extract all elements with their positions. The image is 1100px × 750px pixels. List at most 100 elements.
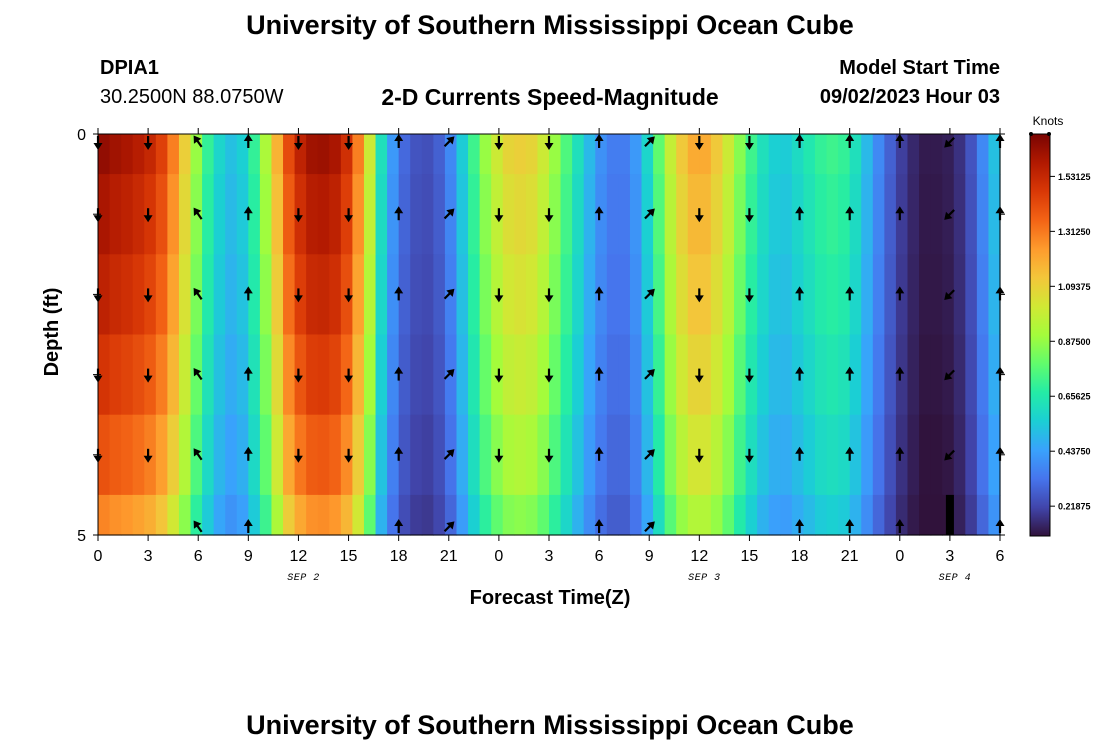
heatmap-cell: [780, 134, 793, 175]
heatmap-cell: [248, 174, 261, 255]
heatmap-cell: [606, 334, 619, 416]
current-arrow: [344, 448, 354, 463]
heatmap-cell: [953, 174, 966, 255]
heatmap-cell: [953, 334, 966, 416]
heatmap-cell: [317, 174, 330, 255]
heatmap-cell: [838, 334, 851, 416]
heatmap-cell: [560, 174, 573, 255]
heatmap-cell: [618, 334, 631, 416]
heatmap-cell: [814, 494, 828, 536]
heatmap-cell: [606, 414, 619, 496]
heatmap-cell: [803, 414, 816, 496]
current-arrow: [594, 134, 604, 148]
heatmap-cell: [861, 174, 874, 255]
x-tick-label: 0: [895, 548, 904, 565]
heatmap-cell: [872, 414, 885, 496]
heatmap-cell: [988, 334, 1001, 416]
heatmap-cell: [838, 174, 851, 255]
heatmap-cell: [433, 334, 446, 416]
heatmap-cell: [329, 134, 342, 175]
heatmap-cell: [849, 174, 862, 255]
heatmap-cell: [259, 254, 273, 336]
current-arrow: [694, 288, 704, 303]
heatmap-cell: [248, 134, 261, 175]
heatmap-cell: [745, 414, 758, 496]
heatmap-cell: [814, 414, 828, 496]
heatmap-cell: [734, 174, 747, 255]
heatmap-cell: [907, 334, 920, 416]
heatmap-cell: [757, 494, 770, 536]
heatmap-cell: [109, 494, 122, 536]
current-arrow: [594, 286, 604, 301]
heatmap-cell: [363, 414, 377, 496]
heatmap-cell: [190, 254, 203, 336]
heatmap-cell: [259, 494, 273, 536]
heatmap-cell: [803, 174, 816, 255]
heatmap-cell: [953, 494, 966, 536]
heatmap-cell: [549, 414, 562, 496]
heatmap-cell: [583, 494, 596, 536]
heatmap-cell: [236, 334, 249, 416]
current-arrow: [694, 368, 704, 383]
heatmap-cell: [329, 334, 342, 416]
heatmap-cell: [907, 254, 920, 336]
heatmap-cell: [317, 414, 330, 496]
current-arrow: [744, 208, 754, 223]
heatmap-cell: [132, 174, 145, 255]
x-tick-label: 15: [340, 548, 358, 565]
current-arrow: [494, 208, 504, 223]
heatmap-cell: [710, 414, 724, 496]
heatmap-cell: [398, 334, 411, 416]
heatmap-cell: [294, 494, 307, 536]
heatmap-cell: [109, 254, 122, 336]
current-arrow: [143, 288, 153, 303]
heatmap-cell: [722, 334, 735, 416]
heatmap-cell: [710, 334, 724, 416]
heatmap-cell: [456, 254, 469, 336]
x-tick-label: 6: [996, 548, 1005, 565]
heatmap-cell: [572, 494, 585, 536]
heatmap-cell: [710, 254, 724, 336]
heatmap-cell: [572, 174, 585, 255]
current-arrow: [293, 288, 303, 303]
heatmap-cell: [664, 134, 677, 175]
heatmap-cell: [502, 174, 515, 255]
heatmap-cell: [98, 174, 111, 255]
current-arrow: [494, 448, 504, 463]
current-arrow: [944, 289, 955, 301]
heatmap-cell: [387, 334, 400, 416]
heatmap-cell: [410, 134, 423, 175]
current-arrow: [944, 449, 955, 461]
heatmap-cell: [583, 174, 596, 255]
heatmap-cell: [144, 134, 157, 175]
heatmap-cell: [780, 494, 793, 536]
colorbar-tick-label: 1.31250: [1058, 227, 1091, 237]
x-tick-label: 6: [595, 548, 604, 565]
heatmap-cell: [225, 494, 238, 536]
heatmap-cell: [849, 334, 862, 416]
heatmap-cell: [895, 494, 909, 536]
heatmap-cell: [421, 254, 434, 336]
heatmap-cell: [849, 414, 862, 496]
colorbar-cap-top: [1029, 132, 1033, 136]
current-arrow: [694, 136, 704, 150]
heatmap-cell: [734, 494, 747, 536]
heatmap-cell: [514, 334, 527, 416]
current-arrow: [293, 368, 303, 383]
heatmap-cell: [930, 414, 943, 496]
heatmap-cell: [444, 494, 458, 536]
heatmap-cell: [421, 334, 434, 416]
heatmap-cell: [375, 254, 388, 336]
heatmap-cell: [363, 254, 377, 336]
heatmap-cell: [491, 494, 504, 536]
heatmap-cell: [259, 134, 273, 175]
heatmap-cell: [653, 174, 666, 255]
current-arrow: [394, 519, 404, 533]
heatmap-cell: [329, 414, 342, 496]
heatmap-cell: [618, 254, 631, 336]
current-arrow: [243, 134, 253, 148]
colorbar-fill: [1029, 133, 1051, 537]
current-arrow: [394, 134, 404, 148]
heatmap-cell: [306, 254, 319, 336]
heatmap-cell: [363, 494, 377, 536]
